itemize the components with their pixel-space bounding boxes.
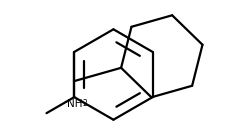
Text: 2: 2 <box>82 99 87 108</box>
Text: NH: NH <box>66 99 82 109</box>
